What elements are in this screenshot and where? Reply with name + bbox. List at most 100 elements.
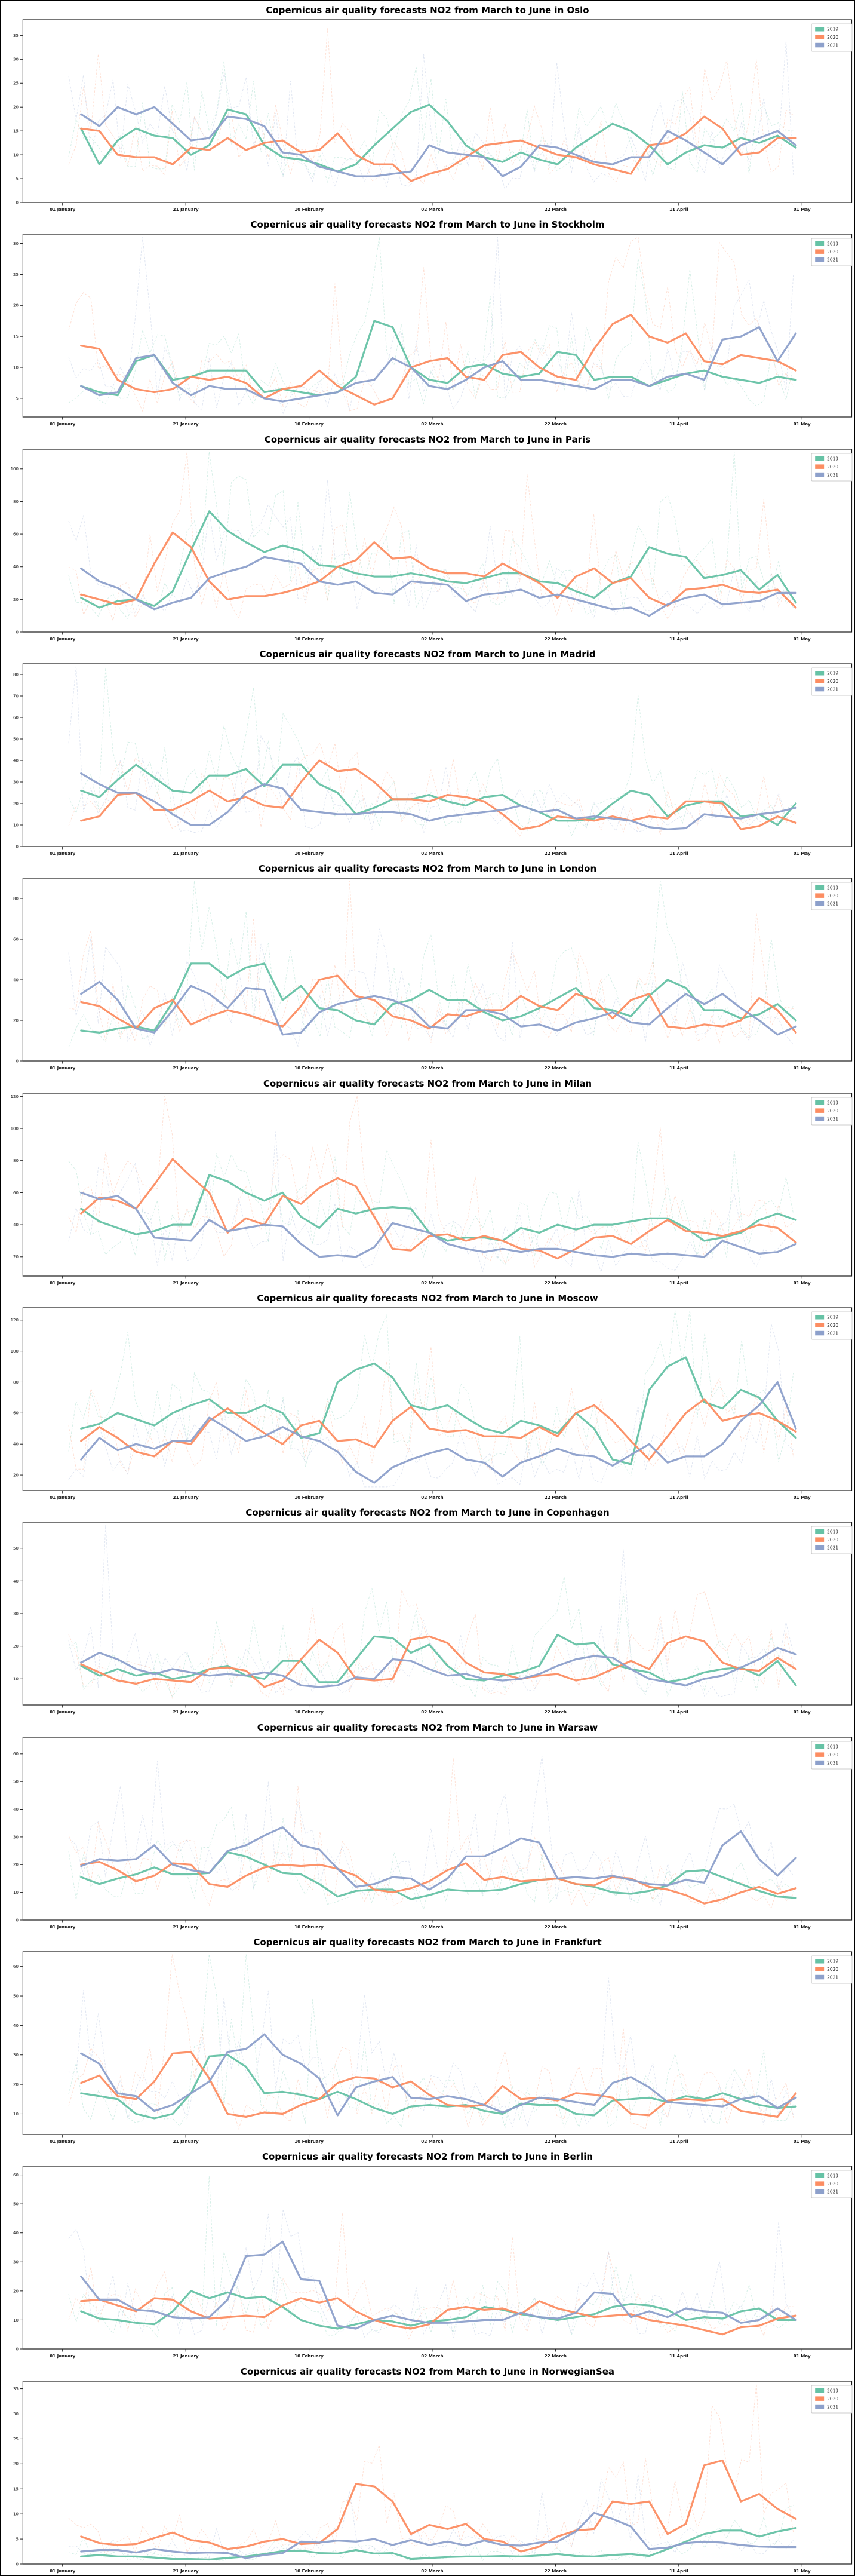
x-tick-label: 01 May: [794, 421, 811, 427]
legend: 2019 2020 2021: [811, 667, 853, 696]
y-tick-label: 10: [13, 823, 19, 827]
y-tick-label: 15: [13, 129, 19, 134]
plot-area: 20 40 60 80 100 120 01 January 21 January 10 Feb…: [11, 1307, 853, 1500]
y-tick-label: 80: [13, 672, 19, 677]
y-tick-label: 40: [13, 758, 19, 763]
y-tick-label: 20: [13, 597, 19, 602]
legend-label-2021: 2021: [827, 472, 838, 477]
y-tick-label: 20: [13, 1644, 19, 1649]
x-tick-label: 21 January: [173, 421, 199, 427]
legend-swatch-2020: [815, 464, 825, 469]
series-2019-smoothed-line: [80, 1634, 797, 1687]
series-2020-raw-line: [68, 1954, 794, 2130]
legend-label-2019: 2019: [827, 885, 838, 891]
legend-swatch-2020: [815, 2181, 825, 2186]
legend-label-2019: 2019: [827, 1100, 838, 1105]
legend-label-2020: 2020: [827, 464, 838, 470]
series-2020-smoothed-line: [80, 1860, 797, 1905]
y-tick-label: 80: [13, 897, 19, 901]
plot-area: 10 20 30 40 50 60 01 January 21 January 10 Febru…: [13, 1951, 853, 2144]
x-tick-label: 21 January: [173, 636, 199, 642]
y-tick-label: 30: [13, 241, 19, 246]
legend-label-2020: 2020: [827, 679, 838, 684]
x-tick-label: 22 March: [545, 2139, 567, 2144]
series-2020-smoothed-line: [80, 314, 797, 406]
x-tick-label: 01 May: [794, 207, 811, 212]
series-2020-raw-line: [68, 2213, 794, 2340]
series-2021-smoothed-line: [80, 2240, 797, 2330]
x-tick-label: 01 May: [794, 1495, 811, 1500]
x-tick-label: 11 April: [669, 2139, 688, 2144]
plot-area: 0 10 20 30 40 50 60 70 80 01 January 21 January 10 …: [13, 663, 853, 856]
x-tick-label: 10 February: [294, 1065, 324, 1071]
series-2019-smoothed-line: [80, 510, 797, 609]
series-2020-raw-line: [68, 881, 794, 1044]
legend: 2019 2020 2021: [811, 23, 853, 52]
legend-label-2020: 2020: [827, 1967, 838, 1972]
y-axis: 0 10 20 30 40 50 60: [13, 1752, 23, 1922]
smooth-series-group: [80, 510, 797, 617]
series-2021-raw-line: [68, 1977, 794, 2128]
y-tick-label: 5: [16, 397, 18, 401]
series-2019-raw-line: [68, 2176, 794, 2338]
y-tick-label: 40: [13, 1807, 19, 1812]
y-tick-label: 30: [13, 2260, 19, 2265]
series-2020-smoothed-line: [80, 531, 797, 609]
x-tick-label: 01 January: [50, 1065, 76, 1071]
legend-swatch-2019: [815, 1100, 825, 1105]
series-2019-raw-line: [68, 1310, 794, 1477]
x-tick-label: 01 January: [50, 1924, 76, 1930]
x-tick-label: 22 March: [545, 1924, 567, 1930]
series-2021-smoothed-line: [80, 1647, 797, 1688]
series-2021-raw-line: [68, 41, 794, 190]
legend-label-2020: 2020: [827, 249, 838, 254]
y-tick-label: 20: [13, 1255, 19, 1259]
chart-title: Copernicus air quality forecasts NO2 fro…: [245, 1507, 610, 1519]
y-tick-label: 0: [16, 630, 18, 634]
series-2021-smoothed-line: [80, 2033, 797, 2117]
legend-label-2020: 2020: [827, 1752, 838, 1758]
smooth-series-group: [80, 2240, 797, 2336]
legend-label-2019: 2019: [827, 456, 838, 461]
series-2020-raw-line: [68, 452, 794, 621]
series-2020-smoothed-line: [80, 2459, 797, 2553]
chart-title: Copernicus air quality forecasts NO2 fro…: [259, 648, 596, 660]
x-axis: 01 January 21 January 10 February 02 March 2…: [50, 2349, 811, 2359]
series-2019-smoothed-line: [80, 962, 797, 1034]
legend-label-2021: 2021: [827, 1760, 838, 1765]
chart-section: Copernicus air quality forecasts NO2 fro…: [1, 1504, 854, 1718]
y-tick-label: 50: [13, 1779, 19, 1784]
series-2019-raw-line: [68, 1142, 794, 1265]
chart-section: Copernicus air quality forecasts NO2 fro…: [1, 860, 854, 1074]
x-tick-label: 02 March: [421, 851, 443, 856]
y-tick-label: 40: [13, 978, 19, 983]
raw-series-group: [68, 1096, 794, 1274]
legend-swatch-2019: [815, 241, 825, 246]
x-axis: 01 January 21 January 10 February 02 March 2…: [50, 1705, 811, 1715]
y-tick-label: 100: [11, 467, 19, 471]
legend-swatch-2019: [815, 1744, 825, 1749]
y-tick-label: 20: [13, 105, 19, 110]
x-tick-label: 22 March: [545, 421, 567, 427]
y-tick-label: 10: [13, 1677, 19, 1682]
legend-label-2019: 2019: [827, 1529, 838, 1535]
x-tick-label: 01 January: [50, 1495, 76, 1500]
plot-area: 0 5 10 15 20 25 30 35 01 January 21 January 10 Feb…: [13, 19, 853, 212]
y-axis: 0 5 10 15 20 25 30 35: [13, 2387, 23, 2566]
smooth-series-group: [80, 1634, 797, 1688]
legend-swatch-2021: [815, 1974, 825, 1980]
x-tick-label: 02 March: [421, 1495, 443, 1500]
smooth-series-group: [80, 1826, 797, 1905]
y-tick-label: 5: [16, 176, 18, 181]
x-tick-label: 02 March: [421, 2568, 443, 2574]
plot-area: 0 10 20 30 40 50 60 01 January 21 January 10 Febr…: [13, 2166, 853, 2359]
y-tick-label: 35: [13, 2387, 19, 2391]
series-2021-smoothed-line: [80, 1381, 797, 1484]
chart-title: Copernicus air quality forecasts NO2 fro…: [266, 5, 589, 16]
series-2020-smoothed-line: [80, 974, 797, 1034]
legend-label-2021: 2021: [827, 686, 838, 692]
plot-area: 0 20 40 60 80 01 January 21 January 10 February…: [13, 878, 853, 1071]
x-tick-label: 10 February: [294, 2139, 324, 2144]
series-2020-smoothed-line: [80, 759, 797, 830]
